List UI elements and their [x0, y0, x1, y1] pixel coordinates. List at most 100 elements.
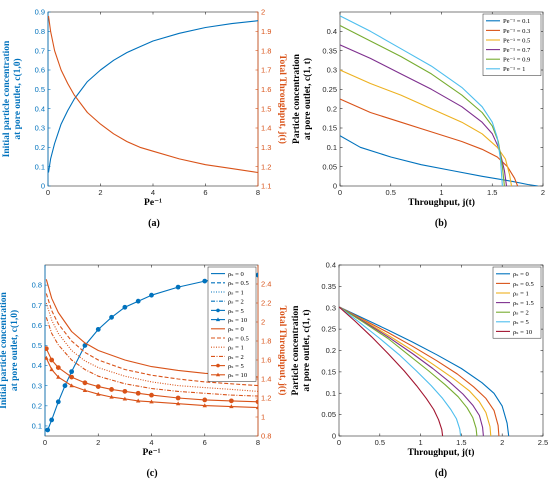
legend-d: ρₛ = 0 ρₛ = 0.5 ρₛ = 1 ρₛ = 1.5 ρₛ = 2 ρₛ = 5…	[492, 266, 542, 339]
y-axis-label-d: Particle concentration	[291, 305, 301, 396]
x-tick-label-a: 6	[203, 188, 207, 197]
chart-d: 0 0.5 1 1.5 2 2.5 0 0.05 0.1 0.15 0.2 0.25 0.3 0.35 0.…	[291, 261, 548, 479]
legend-box-d	[492, 266, 542, 339]
legend-label-b: Pe⁻¹ = 0.5	[503, 37, 531, 44]
data-point-c-10	[255, 399, 258, 405]
data-point-c-10	[228, 398, 234, 404]
series-group-c	[45, 272, 258, 433]
y-tick-label-c: 0.3	[32, 381, 42, 390]
series-line-d-0	[339, 306, 510, 436]
legend-marker-c	[216, 363, 220, 368]
legend-label-c: ρₛ = 1	[228, 289, 244, 296]
y-tick-label-c: 0.6	[32, 321, 42, 330]
legend-label-d: ρₛ = 1.5	[513, 300, 534, 307]
legend-c: ρₛ = 0 ρₛ = 0.5 ρₛ = 1 ρₛ = 2 ρₛ = 5 ρₛ = 10 ρ…	[207, 266, 257, 382]
y-tick-label-a: 0.5	[35, 85, 45, 94]
x-tick-label-a: 2	[98, 188, 102, 197]
legend-label-b: Pe⁻¹ = 1	[503, 66, 525, 73]
y2-tick-label-a: 1.5	[261, 104, 271, 113]
y2-tick-label-a: 1.6	[261, 85, 271, 94]
data-point-c-11	[122, 396, 128, 401]
y2-tick-label-a: 1.2	[261, 162, 271, 171]
data-point-c-11	[109, 394, 114, 399]
legend-label-b: Pe⁻¹ = 0.1	[503, 18, 530, 25]
x-tick-label-b: 0	[338, 188, 342, 197]
data-point-c-10	[135, 390, 141, 396]
legend-marker-c	[216, 308, 220, 313]
y-tick-label-a: 0.7	[35, 46, 45, 55]
legend-label-d: ρₛ = 0	[513, 271, 530, 278]
y-tick-label-c: 0.8	[32, 281, 42, 290]
y-tick-label-d: 0.2	[326, 346, 336, 355]
data-point-c-4	[45, 427, 51, 433]
x-axis-label-d: Throughput, j(t)	[408, 447, 475, 458]
x-tick-label-b: 1	[439, 188, 443, 197]
y-tick-label-b: 0.2	[327, 104, 337, 113]
series-line-c-9	[45, 317, 258, 397]
data-point-c-11	[202, 403, 207, 408]
series-line-b-5	[340, 15, 503, 186]
chart-c: 0 2 4 6 8 0.1 0.2 0.3 0.4 0.5 0.6 0.7 0.8 0.8 1 1.2 1.4 1…	[0, 264, 288, 479]
x-tick-label-d: 0.5	[375, 438, 385, 447]
data-point-c-10	[55, 365, 61, 371]
data-point-c-11	[135, 398, 141, 403]
y2-tick-label-c: 2	[261, 318, 265, 327]
y-tick-label-a: 0.1	[35, 162, 45, 171]
legend-label-d: ρₛ = 5	[513, 319, 530, 326]
legend-label-c: ρₛ = 1	[228, 345, 244, 352]
data-point-c-4	[82, 343, 88, 348]
y-tick-label-d: 0.3	[326, 303, 336, 312]
legend-label-d: ρₛ = 10	[513, 329, 533, 336]
series-line-c-4	[47, 274, 258, 431]
series-line-b-2	[340, 69, 513, 186]
legend-label-c: ρₛ = 2	[228, 299, 244, 306]
y-tick-label-a: 0.4	[35, 104, 45, 113]
y-axis-label-b: at pore outlet, c(1, t)	[302, 58, 313, 140]
y2-tick-label-a: 1.1	[261, 182, 271, 191]
y-tick-label-a: 0.6	[35, 66, 45, 75]
y-tick-label-d: 0.35	[321, 282, 336, 291]
y-tick-label-a: 0.8	[35, 27, 45, 36]
y2-tick-label-a: 1.3	[261, 143, 271, 152]
data-point-c-11	[82, 388, 88, 392]
y-tick-label-c: 0.4	[32, 361, 42, 370]
y-tick-label-c: 0.7	[32, 301, 42, 310]
y2-tick-label-a: 1.4	[261, 124, 271, 133]
chart-a: 0 2 4 6 8 0 0.1 0.2 0.3 0.4 0.5 0.6 0.7 0.8 0.9 1.1 1.2 1…	[2, 8, 288, 229]
data-point-c-4	[175, 284, 181, 290]
x-tick-label-d: 2.5	[538, 438, 548, 447]
y-tick-label-c: 0.1	[32, 422, 42, 431]
data-point-c-10	[109, 387, 114, 392]
data-point-c-10	[82, 380, 88, 386]
x-tick-label-b: 2	[541, 188, 545, 197]
x-tick-label-c: 6	[203, 438, 207, 447]
x-tick-label-b: 1.5	[487, 188, 497, 197]
y-tick-label-a: 0.2	[35, 143, 45, 152]
y-tick-label-a: 0.3	[35, 124, 45, 133]
legend-label-c: ρₛ = 0.5	[228, 335, 249, 342]
series-line-b-3	[340, 44, 508, 186]
series-line-b-1	[340, 98, 519, 186]
series-line-c-8	[45, 302, 258, 392]
y2-tick-label-c: 1.6	[261, 356, 271, 365]
data-point-c-11	[49, 367, 54, 372]
data-point-c-11	[45, 355, 49, 360]
y2-tick-label-c: 1.2	[261, 394, 271, 403]
series-line-b-0	[340, 135, 538, 186]
y-tick-label-b: 0.35	[322, 46, 337, 55]
data-point-c-4	[202, 278, 208, 284]
data-point-c-4	[62, 383, 68, 389]
legend-marker-c	[215, 317, 221, 322]
y2-tick-label-c: 2.2	[261, 299, 271, 308]
legend-label-c: ρₛ = 0	[228, 326, 245, 333]
series-line-d-5	[339, 306, 462, 436]
data-point-c-10	[49, 357, 55, 363]
x-tick-label-c: 4	[149, 438, 153, 447]
y-tick-label-b: 0.1	[327, 143, 337, 152]
y2-tick-label-c: 1.8	[261, 337, 271, 346]
data-point-c-4	[149, 292, 154, 298]
legend-label-c: ρₛ = 2	[228, 354, 244, 361]
data-point-c-10	[202, 397, 208, 403]
data-point-c-10	[175, 395, 181, 401]
y-axis-label-a: Initial particle concentration	[2, 40, 12, 157]
